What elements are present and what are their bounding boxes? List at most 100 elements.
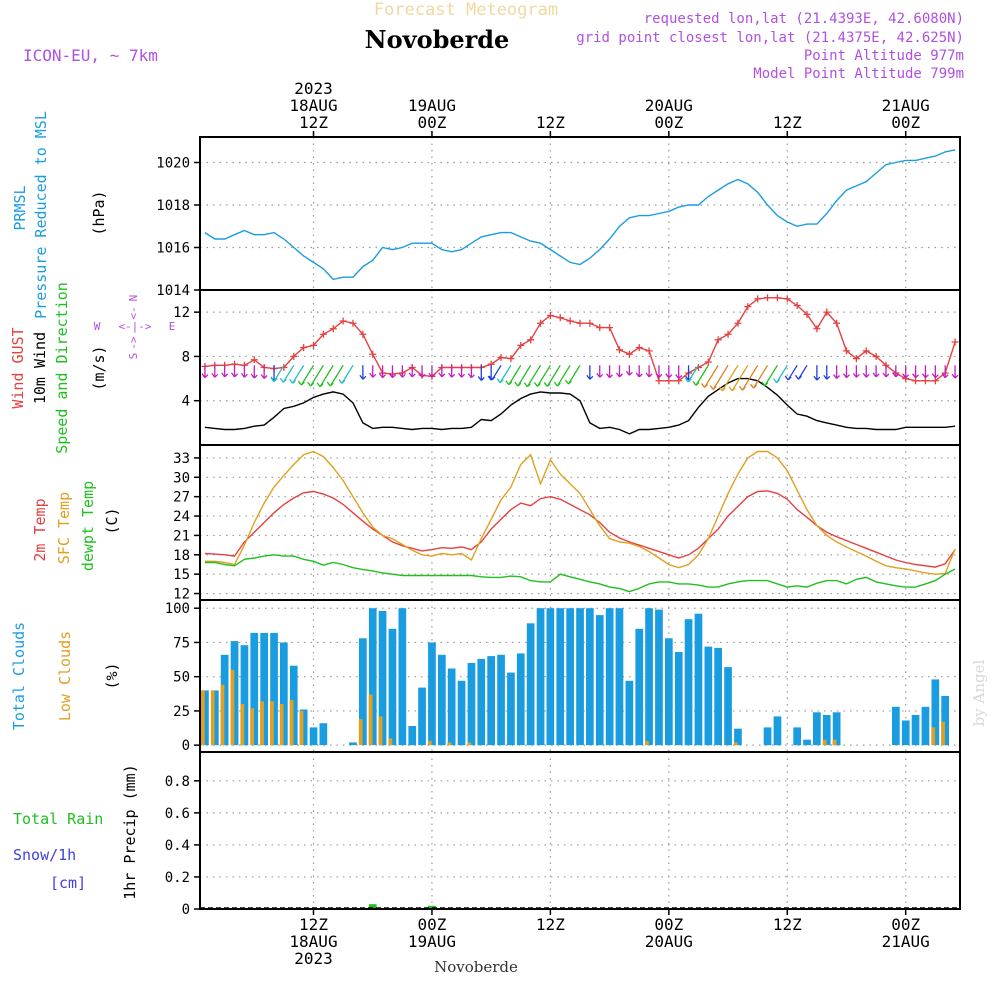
- bar-total-clouds: [556, 608, 565, 746]
- time-label: 20AUG: [645, 932, 693, 951]
- wind-arrow: [842, 365, 850, 379]
- bar-total-clouds: [822, 715, 831, 746]
- bar-total-clouds: [280, 642, 288, 746]
- gust-marker: [319, 330, 327, 338]
- wind-label-unit: (m/s): [90, 345, 108, 390]
- gust-marker: [329, 325, 337, 333]
- wind-arrow: [794, 364, 808, 380]
- pressure-y-ticks: 1014 1016 1018 1020: [156, 156, 200, 299]
- wind-arrow: [359, 365, 367, 380]
- precip-y-ticks: 0 0.2 0.4 0.6 0.8: [165, 774, 200, 918]
- series-line-2m-temp: [204, 490, 956, 568]
- y-tick-label: 8: [182, 349, 190, 365]
- precip-label-unit: 1hr Precip (mm): [121, 764, 139, 899]
- bar-total-clouds: [270, 632, 278, 746]
- bar-total-clouds: [250, 632, 259, 746]
- bar-total-clouds: [230, 641, 239, 746]
- bar-total-clouds: [408, 726, 417, 746]
- wind-arrow: [931, 365, 939, 379]
- bar-total-clouds: [299, 709, 308, 746]
- gust-marker: [833, 319, 841, 327]
- precip-grid: [200, 752, 960, 909]
- time-label: 21AUG: [882, 96, 930, 115]
- time-label: 00Z: [891, 113, 920, 132]
- bar-low-clouds: [822, 739, 827, 746]
- wind-arrow: [902, 365, 910, 379]
- wind-arrow: [338, 364, 354, 384]
- time-label: 2023: [294, 949, 333, 968]
- time-label: 21AUG: [882, 932, 930, 951]
- model-altitude: Model Point Altitude 799m: [753, 66, 964, 82]
- y-tick-label: 21: [173, 528, 190, 544]
- gust-marker: [694, 364, 702, 371]
- bar-low-clouds: [447, 742, 452, 746]
- bar-total-clouds: [684, 619, 693, 746]
- precip-frame: [199, 751, 961, 910]
- compass-s: S: [127, 353, 140, 360]
- bar-total-clouds: [349, 742, 357, 746]
- wind-arrow: [852, 365, 860, 378]
- wind-arrow: [625, 365, 633, 376]
- time-label: 00Z: [417, 915, 446, 934]
- wind-arrow: [761, 364, 778, 387]
- bar-total-clouds: [507, 672, 515, 746]
- clouds-label-unit: (%): [103, 662, 121, 689]
- time-label: 12Z: [536, 915, 565, 934]
- bar-total-clouds: [625, 680, 634, 746]
- y-tick-label: 25: [173, 704, 190, 720]
- bar-total-rain: [368, 904, 377, 909]
- y-tick-label: 24: [173, 509, 190, 525]
- gust-marker: [625, 350, 633, 358]
- gust-marker: [300, 344, 308, 352]
- wind-arrow: [240, 365, 248, 378]
- bar-total-clouds: [645, 608, 653, 746]
- wind-arrow: [684, 364, 699, 383]
- bar-total-clouds: [813, 712, 821, 746]
- gust-marker: [596, 324, 604, 332]
- gust-marker: [773, 294, 781, 302]
- wind-arrow: [596, 365, 604, 378]
- wind-arrow: [307, 364, 324, 387]
- gust-marker: [823, 308, 831, 316]
- gust-marker: [714, 336, 722, 344]
- wind-plot: [201, 294, 959, 435]
- compass-line-bot: ->: [127, 336, 140, 350]
- bar-total-clouds: [447, 668, 456, 746]
- wind-arrow: [270, 364, 285, 383]
- temp-label-unit: (C): [103, 507, 121, 534]
- compass-rose: N <- W <-|-> E -> S: [94, 295, 176, 360]
- y-tick-label: 33: [173, 451, 190, 467]
- wind-arrow: [635, 365, 643, 378]
- bar-total-clouds: [319, 723, 328, 746]
- clouds-label-total: Total Clouds: [10, 622, 28, 730]
- bar-low-clouds: [230, 669, 235, 746]
- pressure-plot: [204, 149, 956, 281]
- wind-label-speed-dir: Speed and Direction: [53, 282, 71, 454]
- time-label: 12Z: [299, 113, 328, 132]
- bar-total-clouds: [595, 615, 604, 746]
- wind-label-gust: Wind GUST: [9, 327, 27, 408]
- wind-label-10m: 10m Wind: [31, 332, 49, 404]
- y-tick-label: 0.2: [165, 870, 190, 886]
- gust-marker: [764, 294, 772, 302]
- y-tick-label: 27: [173, 490, 190, 506]
- bar-total-clouds: [941, 695, 949, 746]
- bar-low-clouds: [240, 704, 245, 746]
- bar-low-clouds: [733, 742, 738, 746]
- bar-total-clouds: [378, 611, 387, 746]
- time-label: 12Z: [773, 915, 802, 934]
- bar-total-clouds: [773, 716, 782, 746]
- gust-marker: [704, 358, 712, 366]
- bar-total-clouds: [477, 658, 486, 746]
- wind-arrow: [823, 365, 831, 380]
- bar-low-clouds: [200, 690, 205, 746]
- wind-arrow: [326, 364, 344, 387]
- bar-low-clouds: [645, 741, 649, 746]
- gust-marker: [655, 377, 663, 385]
- bar-total-clouds: [546, 608, 555, 746]
- bar-total-clouds: [260, 632, 268, 746]
- gust-marker: [912, 377, 920, 385]
- wind-arrow: [701, 364, 719, 388]
- wind-arrow: [250, 365, 258, 379]
